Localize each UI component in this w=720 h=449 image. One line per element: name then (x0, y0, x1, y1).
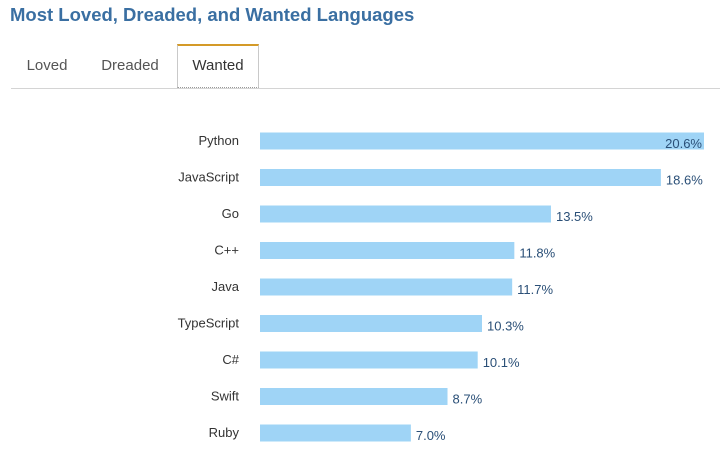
value-label: 7.0% (416, 428, 446, 443)
tab-dreaded[interactable]: Dreaded (101, 57, 159, 74)
tab-bar: Loved Dreaded Wanted (11, 44, 720, 89)
bar (260, 205, 551, 223)
bar (260, 351, 478, 369)
category-label: TypeScript (178, 316, 240, 331)
category-label: Ruby (209, 425, 240, 440)
bar (260, 424, 411, 442)
value-label: 13.5% (556, 209, 593, 224)
value-label: 11.8% (519, 246, 555, 261)
category-label: Java (212, 279, 240, 294)
category-label: Go (222, 206, 239, 221)
category-label: JavaScript (178, 170, 239, 185)
tab-loved[interactable]: Loved (26, 57, 68, 74)
value-label: 20.6% (665, 136, 702, 151)
category-label: C++ (214, 243, 239, 258)
bar (260, 388, 448, 405)
value-label: 10.1% (483, 355, 520, 370)
tab-wanted[interactable]: Wanted (177, 44, 259, 88)
bar (260, 242, 515, 259)
value-label: 11.7% (517, 282, 553, 297)
category-label: Swift (211, 389, 240, 404)
value-label: 10.3% (487, 319, 524, 334)
bar (260, 169, 661, 186)
value-label: 18.6% (666, 173, 703, 188)
page-title: Most Loved, Dreaded, and Wanted Language… (10, 4, 415, 25)
category-label: Python (199, 133, 239, 148)
category-label: C# (222, 352, 239, 367)
bar (260, 315, 482, 332)
value-label: 8.7% (453, 392, 483, 407)
bar (260, 132, 704, 150)
bar (260, 278, 513, 296)
